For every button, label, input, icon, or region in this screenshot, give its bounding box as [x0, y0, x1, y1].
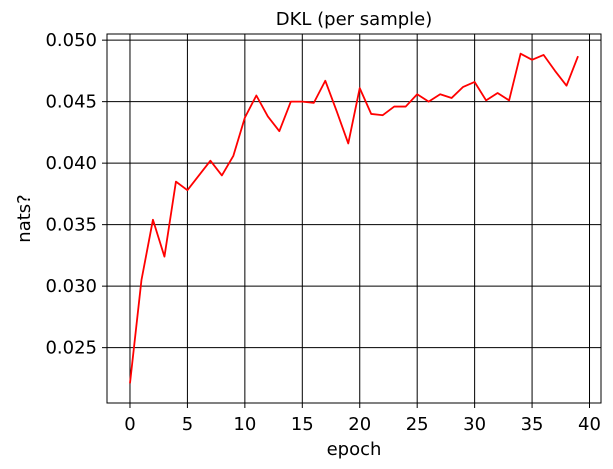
chart-title: DKL (per sample) — [276, 9, 433, 30]
x-axis: 0 5 10 15 20 25 30 35 40 — [124, 403, 601, 435]
y-tick-label: 0.045 — [45, 92, 97, 113]
y-axis: 0.025 0.030 0.035 0.040 0.045 0.050 — [45, 30, 107, 359]
x-tick-label: 15 — [291, 414, 314, 435]
plot-frame — [106, 33, 602, 404]
y-tick-label: 0.040 — [45, 153, 97, 174]
y-axis-label: nats? — [14, 194, 35, 242]
data-series — [129, 52, 579, 384]
x-tick-label: 20 — [348, 414, 371, 435]
x-tick-label: 10 — [233, 414, 256, 435]
y-tick-label: 0.050 — [45, 30, 97, 51]
series-line — [129, 52, 579, 384]
x-tick-label: 25 — [406, 414, 429, 435]
x-tick-label: 5 — [182, 414, 193, 435]
x-tick-label: 35 — [521, 414, 544, 435]
x-tick-label: 0 — [124, 414, 135, 435]
x-tick-label: 30 — [463, 414, 486, 435]
x-tick-label: 40 — [578, 414, 601, 435]
y-tick-label: 0.025 — [45, 338, 97, 359]
x-axis-label: epoch — [327, 439, 382, 460]
grid-lines — [107, 34, 601, 403]
y-tick-label: 0.035 — [45, 215, 97, 236]
y-tick-label: 0.030 — [45, 276, 97, 297]
